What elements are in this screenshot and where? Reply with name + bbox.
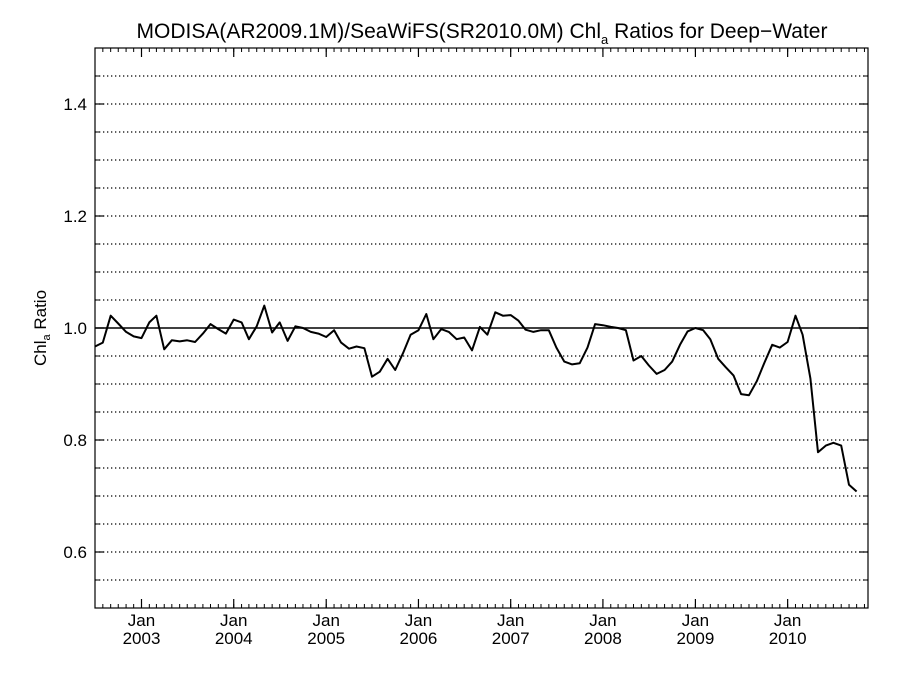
x-tick-month-label: Jan (405, 611, 432, 630)
x-tick-year-label: 2010 (769, 629, 807, 648)
y-tick-label: 0.6 (63, 543, 87, 562)
x-tick-year-label: 2009 (676, 629, 714, 648)
x-tick-year-label: 2003 (123, 629, 161, 648)
x-tick-month-label: Jan (313, 611, 340, 630)
x-tick-month-label: Jan (682, 611, 709, 630)
y-tick-label: 1.4 (63, 95, 87, 114)
grid-lines (95, 75, 868, 581)
x-tick-month-label: Jan (774, 611, 801, 630)
series-points (95, 306, 857, 492)
x-tick-year-label: 2008 (584, 629, 622, 648)
y-tick-label: 1.0 (63, 319, 87, 338)
y-tick-label: 0.8 (63, 431, 87, 450)
x-tick-month-label: Jan (220, 611, 247, 630)
x-tick-year-label: 2005 (307, 629, 345, 648)
x-tick-year-label: 2006 (400, 629, 438, 648)
y-tick-label: 1.2 (63, 207, 87, 226)
x-tick-month-label: Jan (589, 611, 616, 630)
x-tick-year-label: 2004 (215, 629, 253, 648)
y-axis-ticks: 0.6 0.8 1.0 1.2 1.4 (63, 75, 868, 581)
y-axis-label: Chla Ratio (31, 290, 53, 366)
x-axis-ticks: Jan2003Jan2004Jan2005Jan2006Jan2007Jan20… (94, 48, 865, 648)
chart-title: MODISA(AR2009.1M)/SeaWiFS(SR2010.0M) Chl… (137, 20, 828, 47)
series-line (94, 304, 858, 493)
x-tick-year-label: 2007 (492, 629, 530, 648)
x-tick-month-label: Jan (497, 611, 524, 630)
x-tick-month-label: Jan (128, 611, 155, 630)
